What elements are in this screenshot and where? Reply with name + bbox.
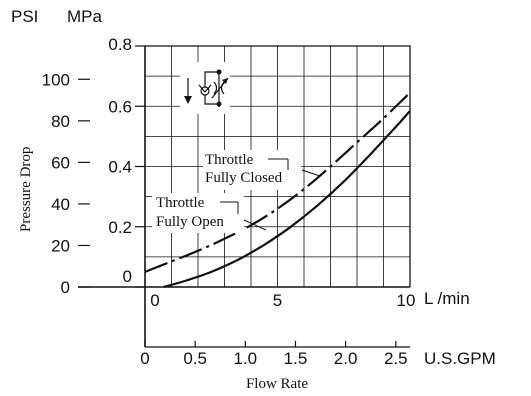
gpm-ticks: 0 0.5 1.0 1.5 2.0 2.5 xyxy=(140,341,408,368)
lmin-tick-label: 10 xyxy=(397,291,416,310)
psi-tick-label: 40 xyxy=(51,195,70,214)
throttle-arc-right xyxy=(220,81,225,95)
mpa-tick-label: 0.8 xyxy=(108,35,132,54)
check-seat xyxy=(198,84,212,93)
gpm-tick-label: 1.5 xyxy=(284,349,308,368)
open-label-line1: Throttle xyxy=(156,195,205,211)
gpm-tick-label: 0.5 xyxy=(183,349,207,368)
mpa-tick-label: 0.2 xyxy=(108,218,132,237)
series-line-fully-closed xyxy=(144,91,411,273)
series-line-fully-open xyxy=(163,110,411,289)
closed-series-label: Throttle Fully Closed xyxy=(203,150,321,190)
open-leader-arrow xyxy=(243,219,267,231)
mpa-tick-label: 0.6 xyxy=(108,97,132,116)
gpm-unit-label: U.S.GPM xyxy=(424,349,496,368)
gpm-tick-label: 1.0 xyxy=(233,349,257,368)
psi-tick-label: 60 xyxy=(51,153,70,172)
lmin-unit-label: L /min xyxy=(424,289,470,308)
x-axis-title: Flow Rate xyxy=(246,376,308,392)
open-label-background xyxy=(152,193,244,233)
y-axis-title: Pressure Drop xyxy=(18,147,34,232)
open-series-label: Throttle Fully Open xyxy=(152,193,267,233)
psi-ticks: 0 20 40 60 80 100 xyxy=(42,70,90,297)
plot-frame xyxy=(145,45,411,287)
open-label-line2: Fully Open xyxy=(156,214,224,230)
psi-tick-label: 100 xyxy=(42,70,70,89)
mpa-tick-label: 0.4 xyxy=(108,158,132,177)
psi-tick-label: 0 xyxy=(61,278,70,297)
gpm-tick-label: 2.0 xyxy=(334,349,358,368)
mpa-ticks: 0 0.2 0.4 0.6 0.8 xyxy=(108,35,145,288)
lmin-tick-label: 5 xyxy=(273,291,282,310)
mpa-tick-label: 0 xyxy=(123,267,132,286)
adjust-arrow-head xyxy=(222,78,228,84)
gpm-tick-label: 2.5 xyxy=(384,349,408,368)
mpa-unit-label: MPa xyxy=(67,7,103,26)
series-group xyxy=(144,91,411,289)
throttle-arc-left xyxy=(213,81,218,95)
psi-tick-label: 20 xyxy=(51,236,70,255)
gpm-tick-label: 0 xyxy=(140,349,149,368)
flow-arrow-head xyxy=(184,96,192,104)
lmin-tick-label: 0 xyxy=(150,291,159,310)
closed-label-line2: Fully Closed xyxy=(205,170,283,186)
throttle-check-valve-symbol-icon xyxy=(180,62,230,114)
psi-tick-label: 80 xyxy=(51,112,70,131)
closed-label-background xyxy=(203,150,301,190)
closed-leader-arrow xyxy=(301,169,321,177)
lmin-ticks: 0 5 10 xyxy=(150,291,415,310)
closed-label-line1: Throttle xyxy=(205,152,254,168)
psi-unit-label: PSI xyxy=(11,7,38,26)
